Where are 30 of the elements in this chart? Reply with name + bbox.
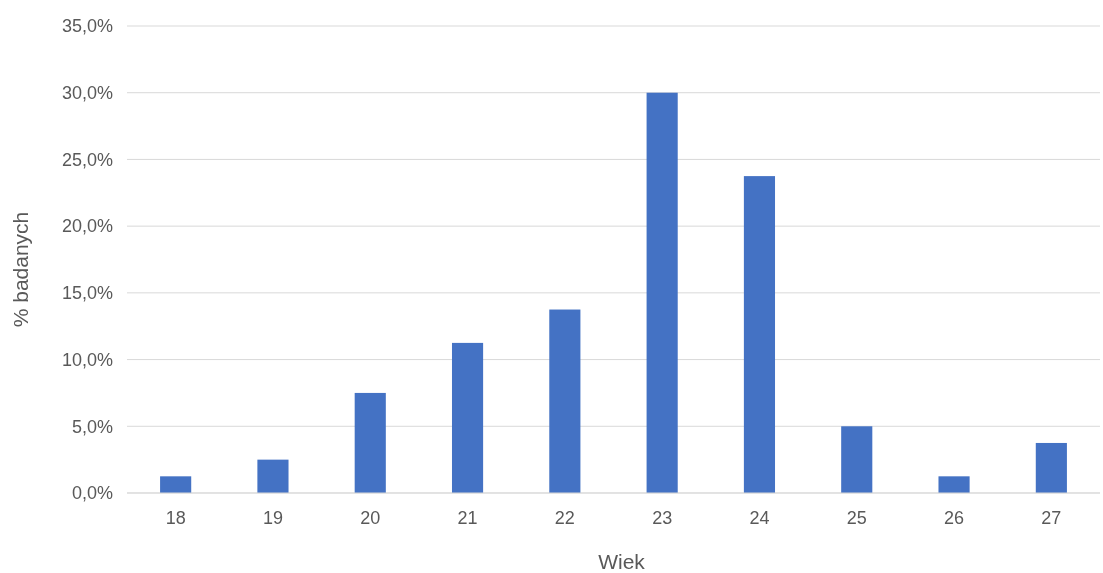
bar [451,342,484,493]
y-tick-label: 15,0% [61,283,113,304]
x-tick-label: 19 [262,508,283,528]
y-tick-label: 0,0% [71,483,113,504]
bar [938,476,970,493]
x-tick-label: 25 [846,508,867,528]
y-axis-title: % badanych [9,211,32,328]
x-tick-label: 22 [554,508,575,528]
x-tick-label: 26 [944,508,965,528]
x-tick-label: 21 [457,508,478,528]
bar [743,176,776,493]
x-tick-label: 27 [1041,508,1062,528]
bar [1035,442,1067,493]
x-tick-label: 18 [165,508,186,528]
bar [549,309,581,493]
bar [160,476,192,493]
y-tick-label: 10,0% [61,349,113,370]
y-tick-label: 30,0% [61,83,113,104]
bar [646,92,678,493]
y-tick-label: 35,0% [61,16,113,37]
x-tick-label: 20 [360,508,381,528]
y-tick-label: 25,0% [61,149,113,170]
x-axis-title: Wiek [598,550,646,573]
x-tick-label: 24 [749,508,770,528]
y-tick-label: 5,0% [71,416,113,437]
y-tick-label: 20,0% [61,216,113,237]
bar [257,459,289,493]
x-tick-label: 23 [652,508,673,528]
bar [354,392,386,493]
bar [841,426,873,493]
